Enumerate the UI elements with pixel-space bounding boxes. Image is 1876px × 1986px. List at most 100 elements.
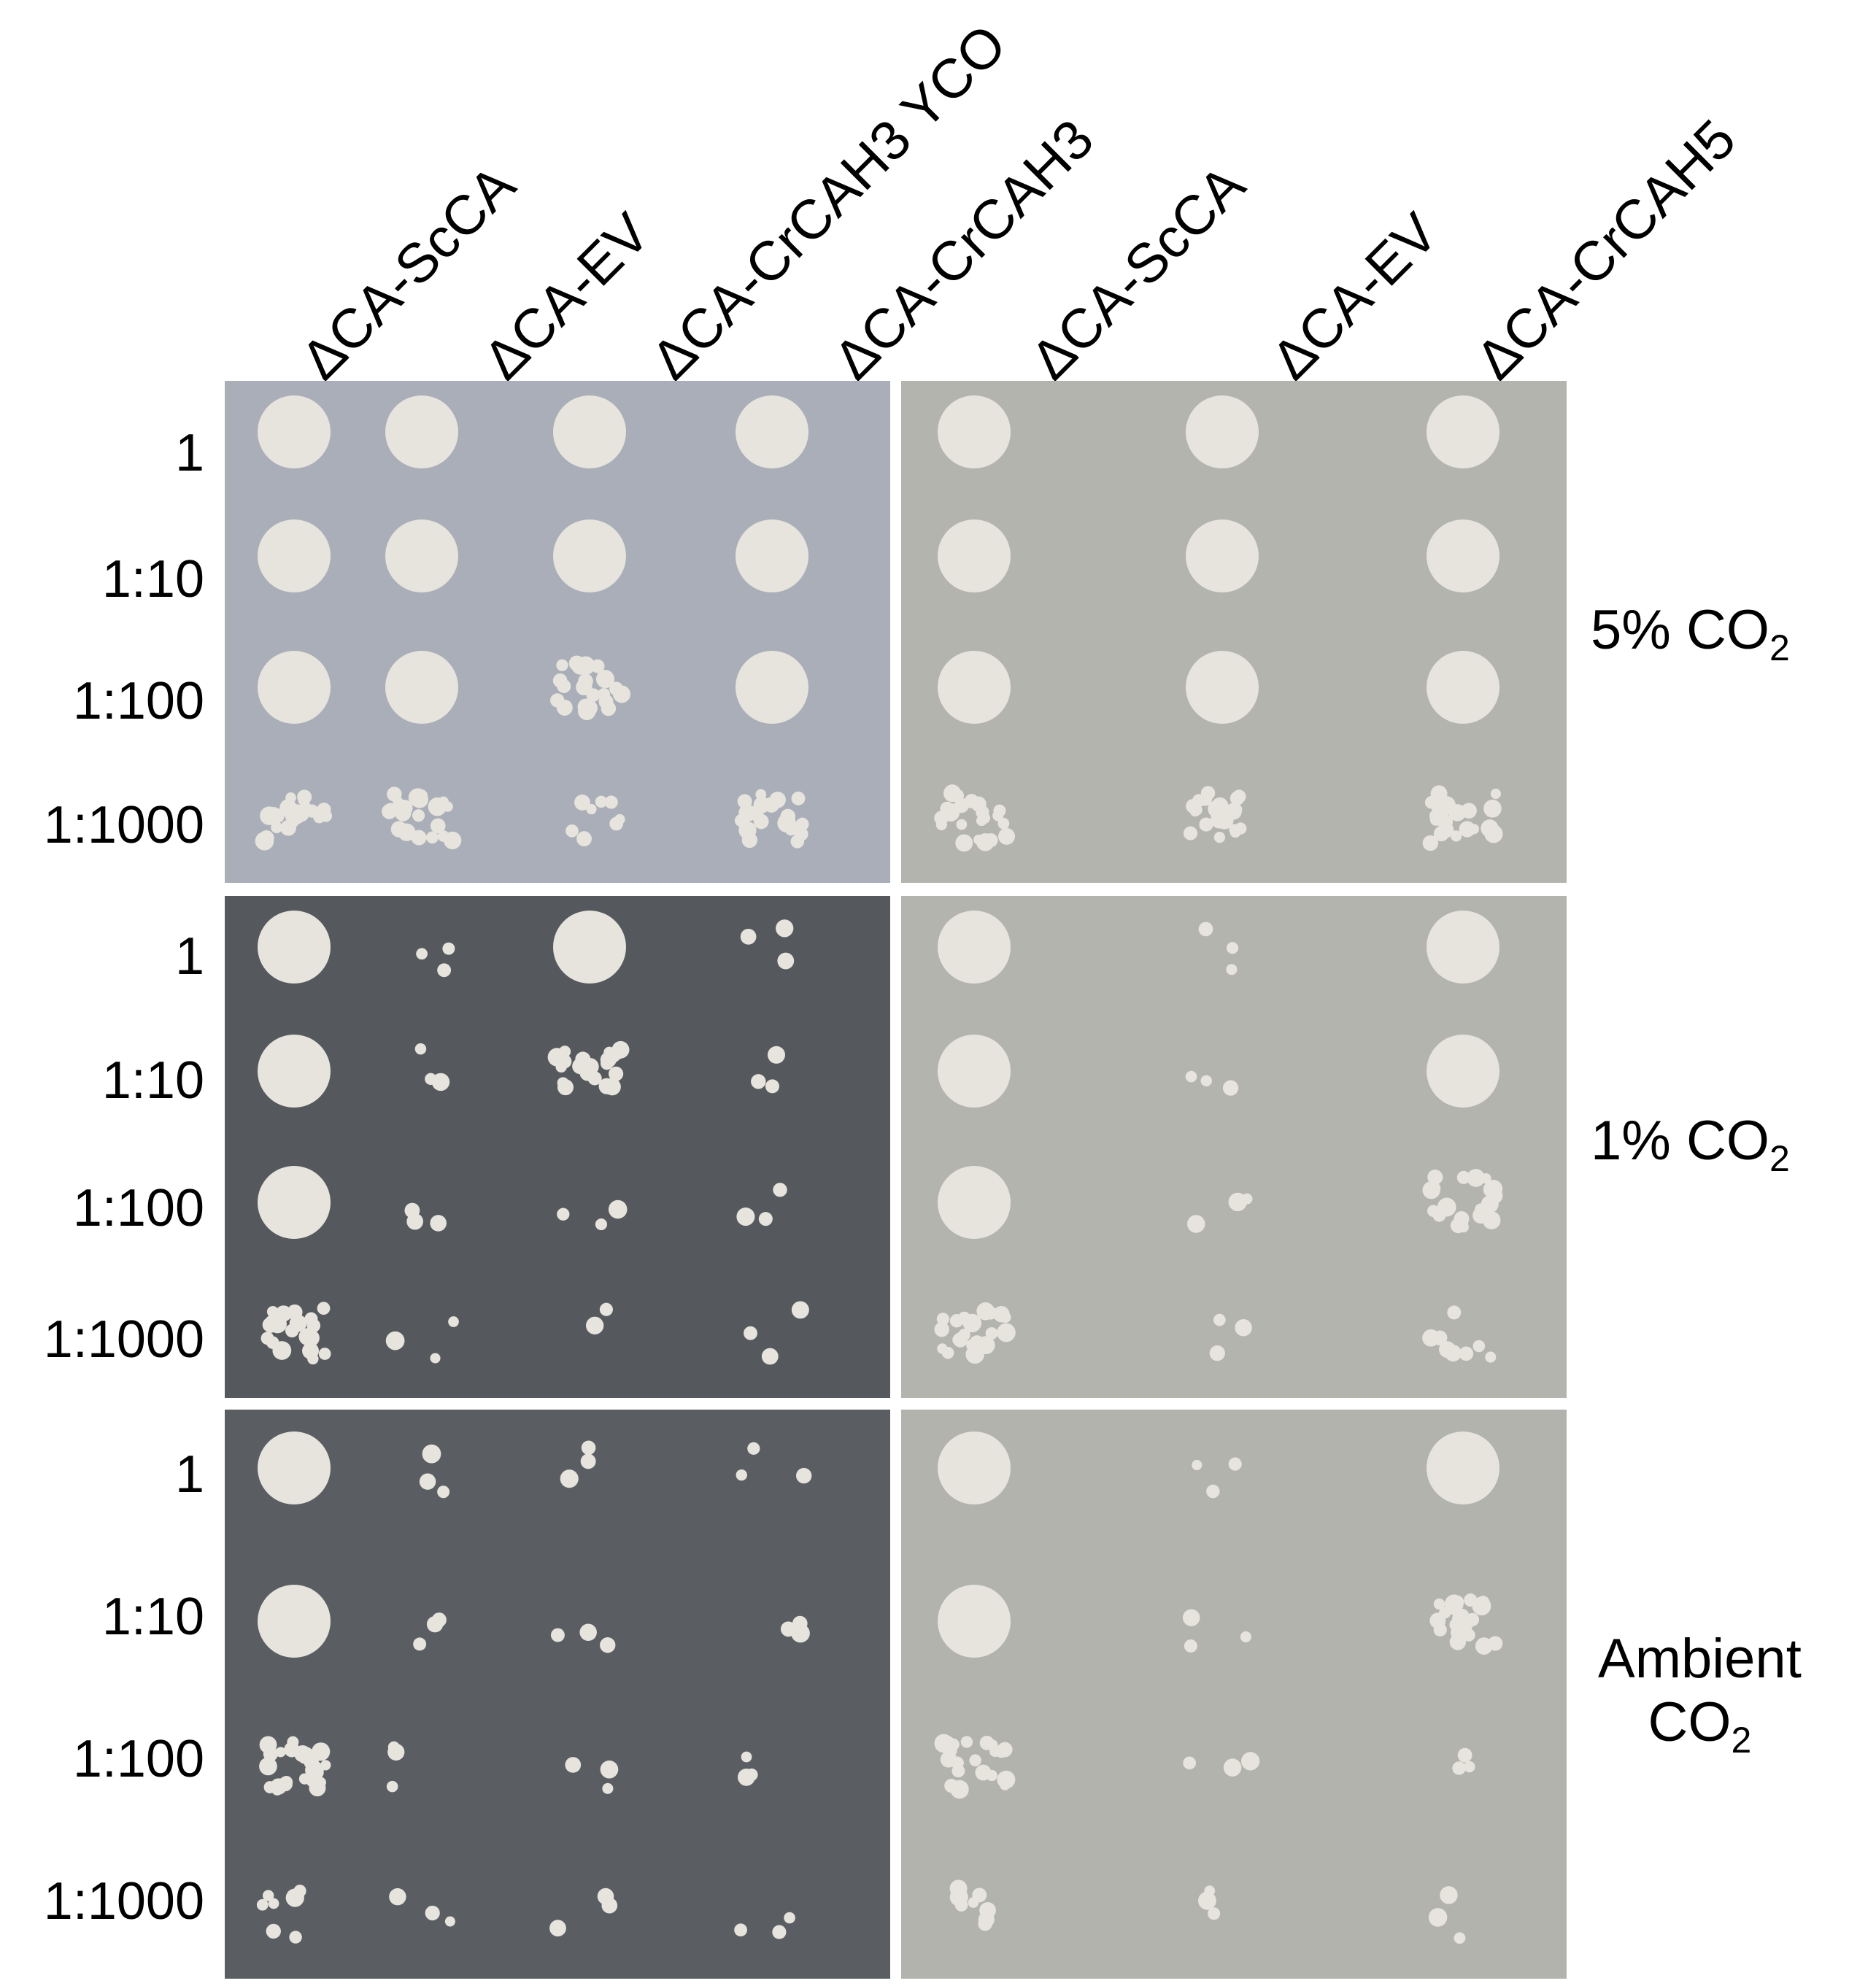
- colony: [586, 688, 601, 703]
- colony: [411, 830, 427, 846]
- colony: [556, 699, 573, 716]
- column-label-2: ΔCA-EV: [471, 201, 662, 392]
- colony-spot: [385, 651, 458, 724]
- colony: [737, 1768, 755, 1786]
- colony: [272, 1341, 292, 1360]
- colony: [430, 1215, 447, 1232]
- colony: [795, 1467, 812, 1484]
- colony-spot: [385, 395, 458, 468]
- colony: [406, 1213, 424, 1230]
- condition-label-ambient: Ambient CO2: [1598, 1628, 1802, 1761]
- colony-spot: [736, 519, 808, 592]
- colony: [595, 795, 608, 808]
- condition-label-1pct: 1% CO2: [1591, 1110, 1790, 1180]
- colony: [1433, 1598, 1445, 1610]
- colony: [934, 1321, 949, 1337]
- colony: [1472, 1207, 1489, 1224]
- colony: [550, 1628, 565, 1642]
- colony: [1213, 1313, 1226, 1326]
- colony-spot: [258, 1585, 331, 1658]
- colony: [1235, 1319, 1252, 1337]
- colony-spot: [938, 1166, 1011, 1239]
- colony: [753, 814, 769, 830]
- colony: [955, 834, 973, 852]
- colony-spot: [1186, 395, 1259, 468]
- colony-spot: [1427, 911, 1499, 984]
- plate-5pct-left: [225, 381, 890, 883]
- dilution-label: 1:100: [72, 1730, 204, 1788]
- colony: [740, 928, 757, 945]
- colony: [1191, 804, 1203, 816]
- colony: [997, 1323, 1016, 1342]
- colony: [1481, 1172, 1491, 1184]
- colony: [312, 1742, 331, 1761]
- colony: [431, 1612, 447, 1628]
- colony: [265, 1315, 279, 1330]
- colony: [968, 1897, 979, 1908]
- colony: [268, 1898, 279, 1909]
- colony: [275, 1747, 286, 1758]
- colony: [772, 1925, 787, 1939]
- colony: [1449, 1634, 1467, 1650]
- colony: [1452, 1761, 1466, 1775]
- colony: [978, 1911, 995, 1928]
- colony: [289, 1931, 302, 1944]
- colony: [744, 1326, 757, 1340]
- colony: [1232, 804, 1243, 815]
- colony: [389, 1888, 406, 1906]
- colony: [958, 1329, 970, 1341]
- colony: [1226, 942, 1239, 954]
- colony-spot: [1427, 395, 1499, 468]
- colony: [431, 1073, 450, 1091]
- colony: [1241, 1752, 1260, 1771]
- colony: [1000, 1780, 1011, 1790]
- colony: [973, 834, 984, 846]
- colony: [1429, 1182, 1441, 1194]
- colony: [1200, 786, 1216, 800]
- colony: [1456, 1170, 1470, 1184]
- colony: [580, 1453, 596, 1469]
- colony: [976, 1302, 995, 1321]
- colony: [1213, 831, 1226, 843]
- colony: [298, 794, 311, 806]
- colony: [416, 948, 428, 960]
- colony: [1464, 1761, 1475, 1773]
- colony: [1472, 1340, 1486, 1353]
- colony: [1240, 1631, 1251, 1643]
- colony: [260, 834, 273, 847]
- colony: [1182, 1609, 1200, 1626]
- colony: [262, 1890, 274, 1901]
- colony: [320, 1760, 331, 1771]
- colony: [951, 1782, 962, 1793]
- colony: [1488, 1636, 1503, 1651]
- colony: [414, 789, 428, 803]
- colony-spot: [258, 1166, 331, 1239]
- colony: [976, 805, 989, 819]
- colony: [1483, 799, 1502, 818]
- colony-spot: [385, 519, 458, 592]
- colony-spot: [938, 911, 1011, 984]
- colony-spot: [938, 1035, 1011, 1108]
- colony: [425, 1905, 440, 1921]
- colony: [560, 1469, 579, 1488]
- colony: [1183, 826, 1198, 841]
- colony: [949, 1879, 968, 1898]
- colony: [1431, 813, 1442, 824]
- colony: [1223, 1758, 1242, 1777]
- colony: [414, 1043, 427, 1055]
- colony: [285, 806, 303, 824]
- colony: [987, 1739, 998, 1750]
- colony: [437, 1485, 450, 1499]
- colony-spot: [736, 395, 808, 468]
- colony: [1200, 1075, 1212, 1087]
- colony: [997, 817, 1010, 830]
- colony-spot: [938, 395, 1011, 468]
- colony: [556, 659, 568, 671]
- colony: [442, 942, 455, 955]
- colony: [741, 832, 758, 849]
- colony: [595, 670, 615, 689]
- colony: [1468, 824, 1480, 835]
- colony: [419, 1473, 436, 1490]
- colony: [263, 1781, 277, 1793]
- dilution-label: 1:10: [101, 550, 204, 608]
